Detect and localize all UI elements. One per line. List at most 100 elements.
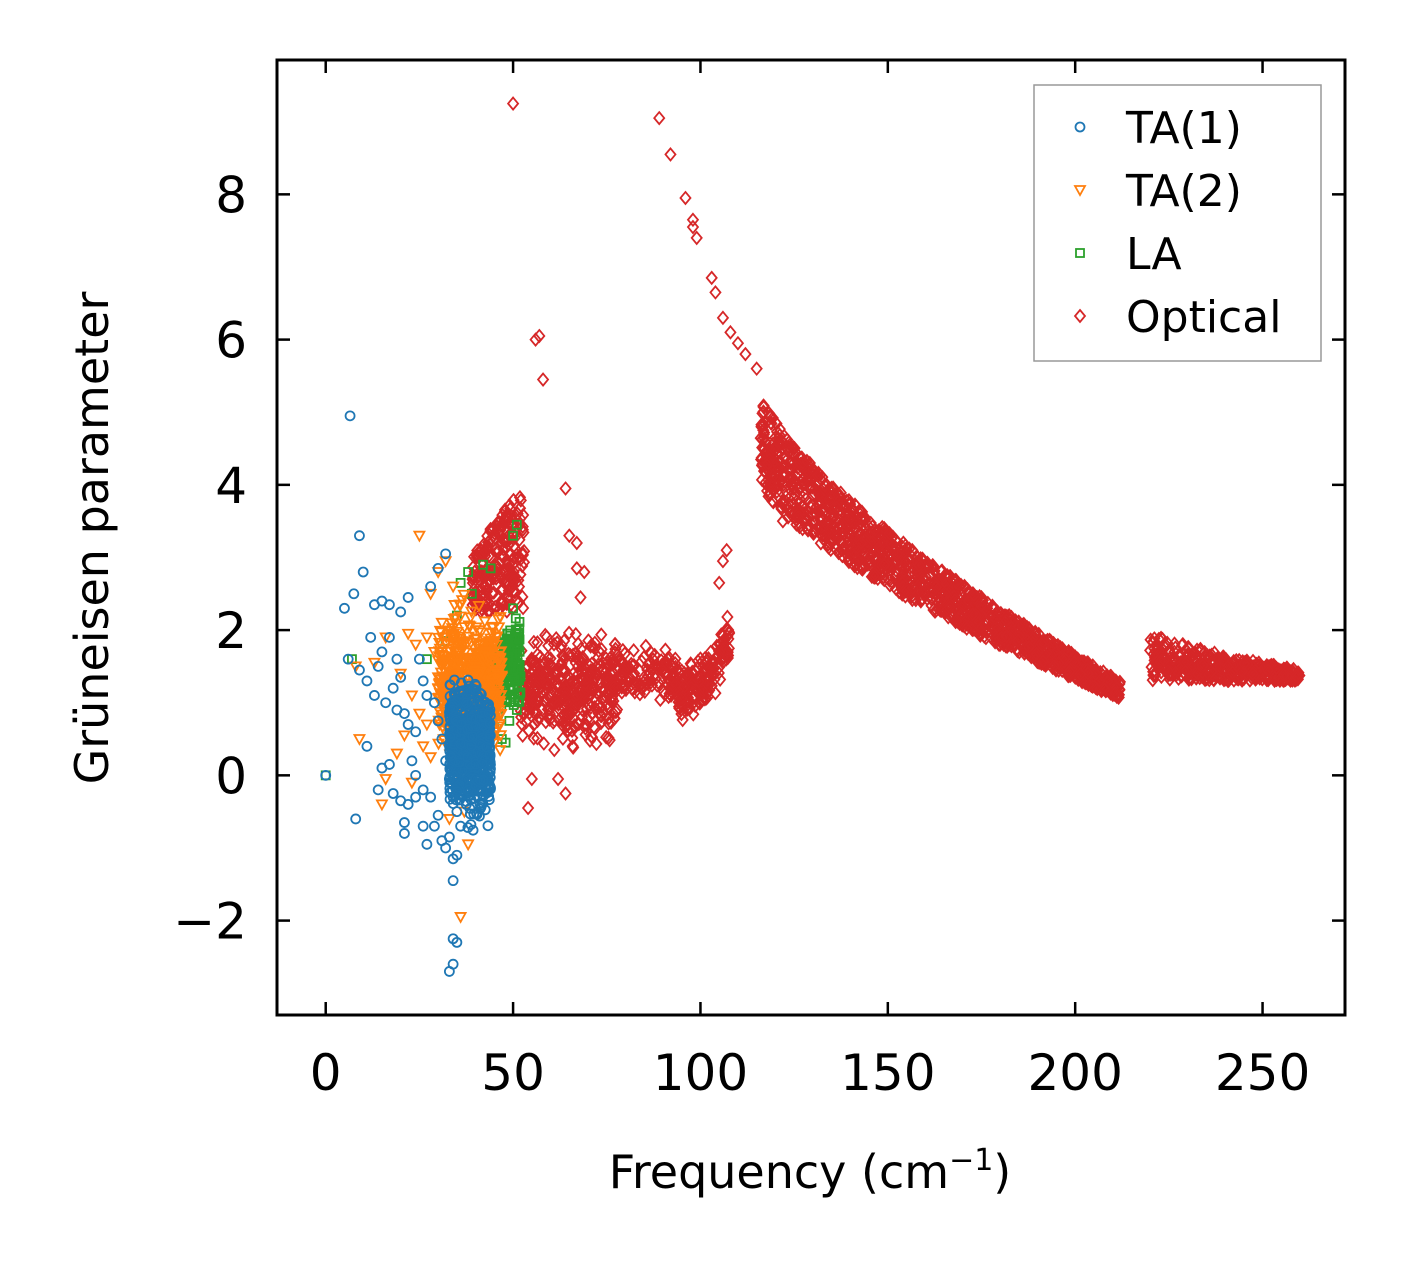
data-point (1018, 640, 1031, 656)
data-point (675, 672, 689, 688)
series-TA(1) (320, 410, 496, 977)
data-point (940, 576, 953, 592)
data-point (516, 728, 529, 743)
data-point (803, 465, 816, 481)
data-point (443, 773, 455, 785)
data-point (485, 678, 499, 690)
data-point (348, 588, 360, 600)
data-point (1082, 677, 1095, 693)
data-point (1047, 658, 1061, 674)
data-point (505, 571, 518, 587)
data-point (1037, 653, 1050, 669)
data-point (399, 828, 410, 839)
data-point (811, 468, 825, 484)
data-point (384, 599, 395, 611)
data-point (777, 494, 790, 510)
data-point (520, 714, 533, 730)
data-point (512, 594, 526, 610)
data-point (443, 831, 455, 843)
data-point (897, 563, 911, 579)
data-point (448, 600, 462, 612)
data-point (787, 473, 801, 488)
data-point (602, 730, 615, 746)
data-point (716, 553, 730, 569)
data-point (384, 759, 395, 770)
data-point (600, 662, 613, 678)
data-point (1011, 633, 1025, 649)
data-point (512, 579, 526, 595)
data-point (456, 638, 470, 651)
data-point (421, 690, 433, 701)
data-point (470, 713, 482, 725)
data-point (490, 544, 503, 560)
data-point (584, 700, 597, 716)
data-point (543, 702, 557, 717)
data-point (496, 533, 510, 548)
data-point (584, 668, 598, 684)
data-point (483, 790, 495, 802)
data-point (642, 656, 655, 672)
data-point (446, 581, 460, 594)
y-tick-label: 6 (215, 312, 247, 370)
series-Optical (466, 96, 1306, 816)
data-point (424, 752, 438, 765)
data-point (570, 560, 583, 576)
data-point (529, 332, 542, 348)
data-point (691, 653, 705, 669)
data-point (493, 664, 507, 677)
data-point (777, 465, 790, 481)
data-point (990, 633, 1003, 649)
data-point (789, 486, 802, 502)
data-point (417, 820, 429, 832)
data-point (517, 554, 531, 570)
data-point (444, 679, 456, 691)
data-point (771, 462, 784, 477)
data-point (410, 791, 422, 803)
data-point (457, 685, 469, 697)
data-point (354, 664, 365, 676)
data-point (467, 731, 478, 743)
data-point (942, 609, 955, 625)
data-point (585, 656, 599, 672)
data-point (488, 661, 503, 674)
data-point (759, 474, 773, 490)
data-point (500, 596, 513, 612)
data-point (561, 722, 574, 738)
data-point (776, 497, 790, 513)
data-point (899, 555, 912, 571)
y-tick-label: 8 (215, 166, 247, 224)
data-point (399, 817, 410, 828)
data-point (417, 784, 429, 796)
data-point (891, 554, 904, 569)
data-point (653, 110, 666, 126)
data-point (896, 575, 909, 591)
data-point (860, 554, 873, 570)
data-point (860, 538, 873, 554)
x-tick-label: 150 (840, 1044, 935, 1102)
data-point (493, 612, 507, 624)
data-point (791, 507, 804, 523)
data-point (477, 537, 490, 553)
data-point (1246, 666, 1259, 682)
data-point (599, 729, 613, 745)
data-point (462, 752, 473, 763)
data-point (813, 467, 827, 483)
data-point (700, 670, 714, 686)
data-point (387, 788, 399, 799)
data-point (689, 682, 702, 698)
data-point (705, 270, 718, 286)
legend-marker (1075, 248, 1085, 258)
data-point (542, 709, 556, 724)
data-point (823, 493, 837, 509)
data-point (434, 627, 448, 640)
data-point (509, 674, 520, 685)
data-point (412, 708, 426, 721)
data-point (818, 478, 832, 494)
data-point (823, 491, 836, 507)
data-point (828, 520, 841, 536)
legend-marker (1074, 121, 1086, 133)
data-point (395, 671, 407, 683)
data-point (689, 698, 702, 714)
data-point (560, 695, 574, 711)
